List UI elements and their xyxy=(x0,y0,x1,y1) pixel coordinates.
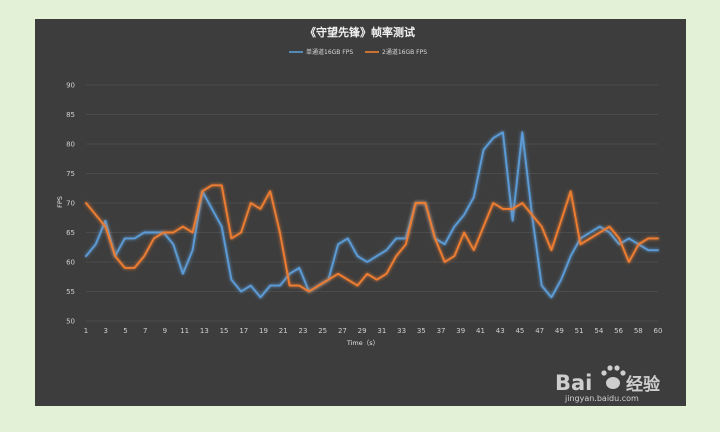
x-tick-label: 60 xyxy=(654,327,663,335)
x-tick-label: 1 xyxy=(84,327,88,335)
y-axis-label: FPS xyxy=(56,196,64,208)
watermark-url: jingyan.baidu.com xyxy=(564,394,639,403)
x-tick-label: 33 xyxy=(397,327,406,335)
x-tick-label: 39 xyxy=(456,327,465,335)
x-tick-label: 21 xyxy=(279,327,288,335)
y-tick-label: 60 xyxy=(66,259,75,267)
legend-label-series-1: 单通道16GB FPS xyxy=(306,48,353,56)
paw-icon xyxy=(601,365,626,389)
x-tick-label: 11 xyxy=(180,327,189,335)
y-tick-label: 65 xyxy=(66,229,75,237)
x-tick-label: 37 xyxy=(437,327,446,335)
x-axis-label: Time（s） xyxy=(346,339,379,347)
fps-line-chart: 《守望先锋》帧率测试 单通道16GB FPS 2通道16GB FPS 50556… xyxy=(56,25,663,403)
baidu-jingyan-watermark: Bai 经验 jingyan.baidu.com xyxy=(555,365,661,403)
y-tick-label: 80 xyxy=(66,141,75,149)
x-tick-label: 49 xyxy=(555,327,564,335)
x-tick-label: 51 xyxy=(575,327,584,335)
x-tick-label: 47 xyxy=(535,327,544,335)
x-tick-label: 7 xyxy=(143,327,147,335)
chart-panel: 《守望先锋》帧率测试 单通道16GB FPS 2通道16GB FPS 50 55 6… xyxy=(35,19,686,406)
x-tick-label: 56 xyxy=(614,327,623,335)
y-tick-label: 55 xyxy=(66,288,75,296)
x-tick-label: 9 xyxy=(163,327,167,335)
y-tick-label: 70 xyxy=(66,200,75,208)
x-tick-label: 54 xyxy=(594,327,603,335)
chart-title: 《守望先锋》帧率测试 xyxy=(305,25,415,39)
x-tick-label: 15 xyxy=(220,327,229,335)
x-tick-label: 23 xyxy=(299,327,308,335)
watermark-brand-tail: 经验 xyxy=(626,374,661,395)
y-tick-label: 90 xyxy=(66,82,75,90)
x-tick-label: 25 xyxy=(318,327,327,335)
x-tick-label: 5 xyxy=(123,327,127,335)
x-tick-label: 45 xyxy=(515,327,524,335)
legend-label-series-2: 2通道16GB FPS xyxy=(382,48,427,56)
legend: 单通道16GB FPS 2通道16GB FPS xyxy=(289,48,427,56)
x-tick-label: 31 xyxy=(377,327,386,335)
x-tick-label: 19 xyxy=(259,327,268,335)
watermark-brand: Bai xyxy=(555,371,592,395)
x-tick-label: 17 xyxy=(239,327,248,335)
series-line-1 xyxy=(85,131,659,299)
x-tick-label: 27 xyxy=(338,327,347,335)
x-tick-label: 41 xyxy=(476,327,485,335)
x-tick-label: 29 xyxy=(358,327,367,335)
x-tick-label: 3 xyxy=(103,327,107,335)
x-tick-label: 58 xyxy=(634,327,643,335)
x-tick-label: 43 xyxy=(496,327,505,335)
x-tick-label: 13 xyxy=(200,327,209,335)
y-tick-label: 75 xyxy=(66,170,75,178)
series-line-2 xyxy=(85,184,659,293)
y-tick-label: 50 xyxy=(66,318,75,326)
y-tick-label: 85 xyxy=(66,111,75,119)
x-tick-label: 35 xyxy=(417,327,426,335)
